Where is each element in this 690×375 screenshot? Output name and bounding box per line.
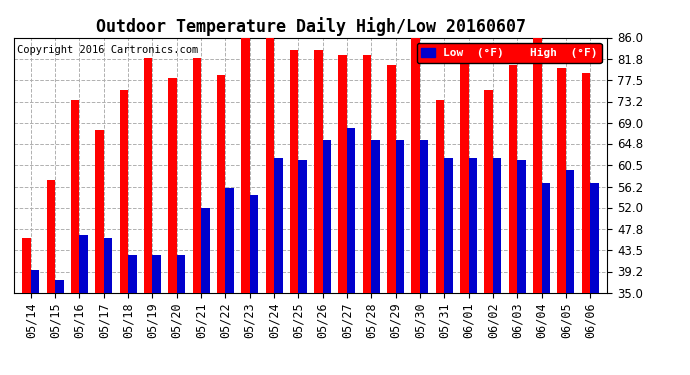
Bar	[79, 235, 88, 375]
Bar	[339, 55, 347, 375]
Bar	[509, 65, 518, 375]
Bar	[241, 38, 250, 375]
Bar	[444, 158, 453, 375]
Bar	[128, 255, 137, 375]
Bar	[436, 100, 444, 375]
Bar	[217, 75, 226, 375]
Bar	[144, 57, 152, 375]
Bar	[420, 140, 428, 375]
Bar	[323, 140, 331, 375]
Bar	[314, 50, 323, 375]
Bar	[387, 65, 395, 375]
Bar	[226, 188, 234, 375]
Bar	[484, 90, 493, 375]
Bar	[347, 128, 355, 375]
Bar	[493, 158, 502, 375]
Bar	[31, 270, 39, 375]
Legend: Low  (°F), High  (°F): Low (°F), High (°F)	[417, 43, 602, 63]
Bar	[469, 158, 477, 375]
Bar	[590, 183, 599, 375]
Bar	[363, 55, 371, 375]
Bar	[298, 160, 307, 375]
Bar	[22, 237, 31, 375]
Bar	[152, 255, 161, 375]
Bar	[250, 195, 258, 375]
Bar	[582, 72, 590, 375]
Bar	[71, 100, 79, 375]
Bar	[566, 170, 574, 375]
Text: Copyright 2016 Cartronics.com: Copyright 2016 Cartronics.com	[17, 45, 198, 55]
Bar	[193, 57, 201, 375]
Bar	[119, 90, 128, 375]
Bar	[274, 158, 282, 375]
Bar	[266, 38, 274, 375]
Bar	[104, 237, 112, 375]
Bar	[411, 38, 420, 375]
Bar	[542, 183, 550, 375]
Bar	[460, 58, 469, 375]
Title: Outdoor Temperature Daily High/Low 20160607: Outdoor Temperature Daily High/Low 20160…	[95, 17, 526, 36]
Bar	[558, 68, 566, 375]
Bar	[55, 280, 63, 375]
Bar	[47, 180, 55, 375]
Bar	[95, 130, 104, 375]
Bar	[395, 140, 404, 375]
Bar	[518, 160, 526, 375]
Bar	[201, 207, 210, 375]
Bar	[371, 140, 380, 375]
Bar	[290, 50, 298, 375]
Bar	[168, 78, 177, 375]
Bar	[177, 255, 185, 375]
Bar	[533, 38, 542, 375]
